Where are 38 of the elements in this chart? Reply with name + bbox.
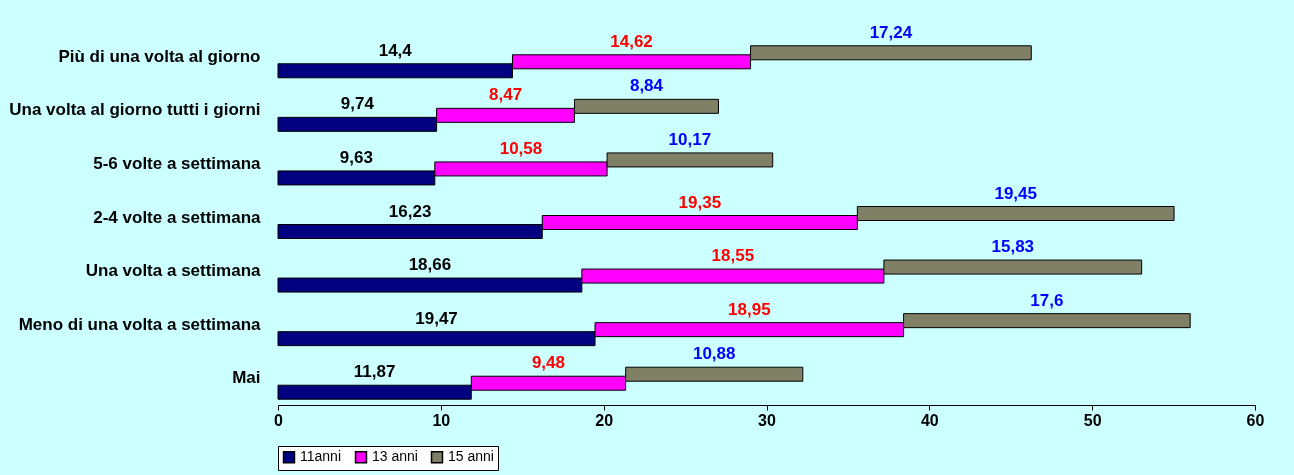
legend-label: 11anni <box>300 448 342 465</box>
data-label: 14,4 <box>378 40 413 60</box>
x-tick-label: 60 <box>1246 411 1265 429</box>
data-label: 8,47 <box>489 85 523 105</box>
data-label: 9,63 <box>339 147 373 167</box>
y-tick-label: 2-4 volte a settimana <box>93 207 262 227</box>
x-tick-label: 40 <box>920 411 939 429</box>
data-label: 18,95 <box>728 299 771 319</box>
data-label: 19,45 <box>994 183 1037 203</box>
data-label: 10,58 <box>499 138 543 158</box>
data-label: 11,87 <box>353 362 396 382</box>
data-label: 10,88 <box>692 344 736 364</box>
y-tick-label: 5-6 volte a settimana <box>93 153 262 173</box>
y-tick-label: Meno di una volta a settimana <box>18 314 262 334</box>
data-label: 19,47 <box>415 308 458 328</box>
data-label: 15,83 <box>991 237 1035 257</box>
x-tick-label: 20 <box>595 411 614 429</box>
data-label: 17,6 <box>1030 290 1064 310</box>
data-label: 8,84 <box>629 76 664 96</box>
data-label: 18,55 <box>711 246 755 266</box>
data-label: 9,74 <box>340 94 375 114</box>
legend-label: 13 anni <box>372 448 418 465</box>
x-tick-label: 10 <box>432 411 451 429</box>
data-label: 10,17 <box>668 129 712 149</box>
legend-label: 15 anni <box>448 448 494 465</box>
data-label: 9,48 <box>531 353 566 373</box>
y-tick-label: Più di una volta al giorno <box>58 46 261 66</box>
data-label: 19,35 <box>678 192 722 212</box>
data-label: 18,66 <box>408 255 452 275</box>
data-label: 17,24 <box>869 22 913 42</box>
data-label: 14,62 <box>610 31 653 51</box>
y-tick-label: Una volta a settimana <box>85 261 262 281</box>
data-label: 16,23 <box>388 201 432 221</box>
y-tick-label: Una volta al giorno tutti i giorni <box>9 100 261 120</box>
x-tick-label: 30 <box>758 411 776 429</box>
y-tick-label: Mai <box>232 368 261 388</box>
x-tick-label: 50 <box>1083 411 1102 429</box>
x-tick-label: 0 <box>274 411 284 429</box>
